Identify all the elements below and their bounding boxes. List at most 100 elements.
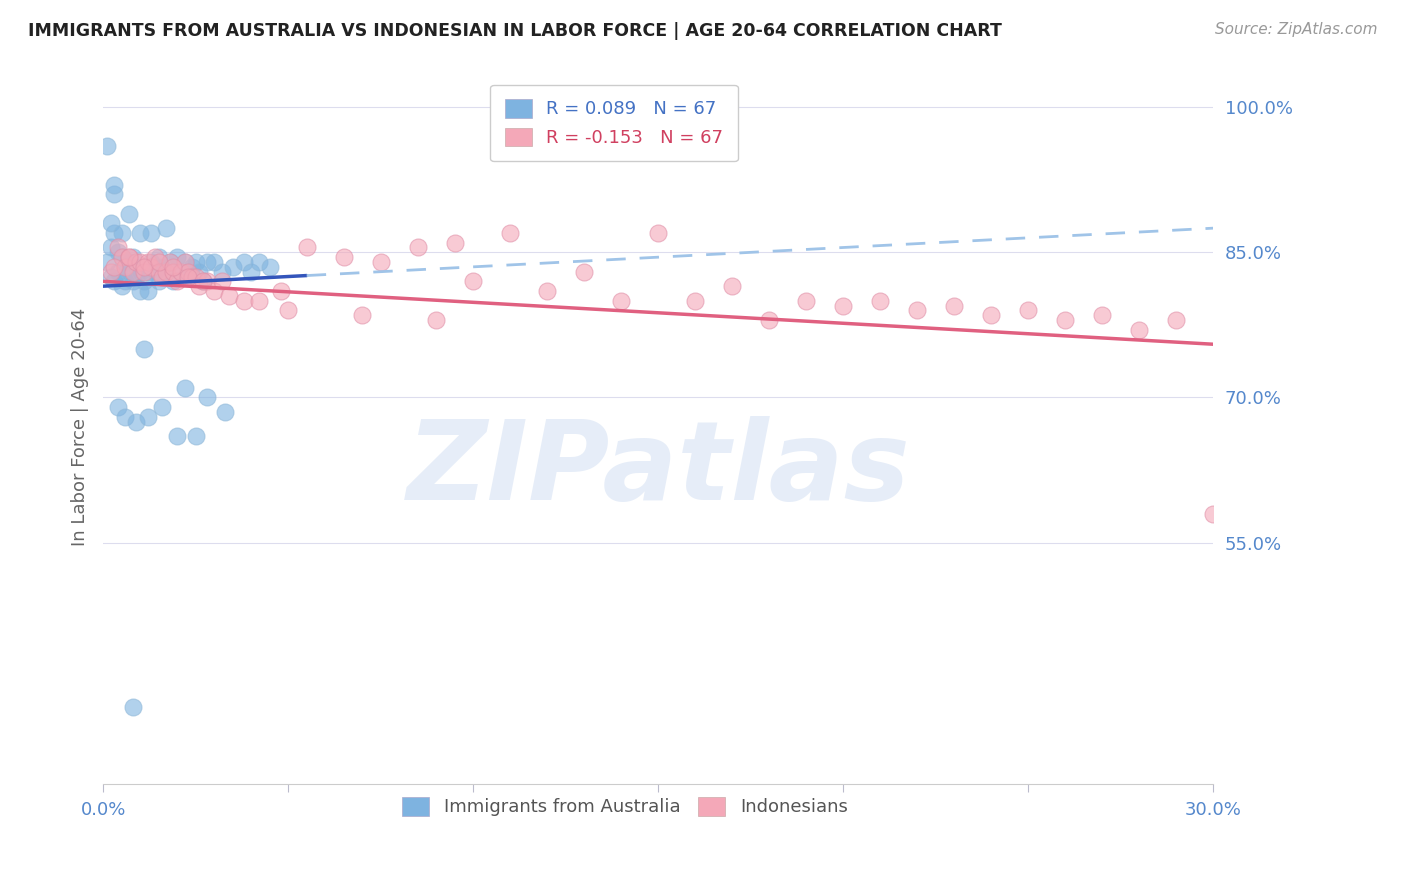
Point (148, 250, 170, 264)
Point (111, 279, 134, 293)
Point (166, 429, 188, 443)
Point (107, 245, 129, 260)
Point (114, 260, 136, 274)
Point (155, 265, 177, 279)
Point (232, 293, 254, 308)
Point (111, 250, 134, 264)
Point (832, 299, 855, 313)
Point (173, 255, 195, 269)
Legend: Immigrants from Australia, Indonesians: Immigrants from Australia, Indonesians (394, 789, 856, 825)
Point (240, 265, 263, 279)
Point (100, 265, 122, 279)
Point (184, 429, 207, 443)
Point (211, 265, 233, 279)
Point (114, 260, 136, 274)
Point (221, 260, 243, 274)
Point (162, 260, 184, 274)
Point (100, 269, 122, 284)
Point (129, 284, 152, 298)
Point (136, 255, 159, 269)
Point (125, 260, 148, 274)
Point (114, 274, 136, 288)
Point (536, 284, 558, 298)
Point (103, 178, 125, 192)
Point (247, 293, 270, 308)
Point (162, 274, 184, 288)
Point (352, 308, 374, 322)
Point (173, 381, 195, 395)
Point (406, 240, 429, 254)
Point (1017, 303, 1039, 318)
Point (141, 226, 163, 240)
Point (332, 250, 354, 264)
Point (129, 255, 152, 269)
Point (1054, 313, 1077, 327)
Point (218, 289, 240, 303)
Point (195, 274, 218, 288)
Y-axis label: In Labor Force | Age 20-64: In Labor Force | Age 20-64 (72, 308, 89, 546)
Point (100, 216, 122, 230)
Point (869, 293, 891, 308)
Point (195, 391, 218, 405)
Point (121, 700, 143, 714)
Point (574, 265, 596, 279)
Point (166, 250, 188, 264)
Point (647, 226, 669, 240)
Point (121, 274, 143, 288)
Point (125, 255, 148, 269)
Point (170, 265, 193, 279)
Point (121, 265, 143, 279)
Point (148, 265, 170, 279)
Point (443, 235, 465, 250)
Point (184, 255, 207, 269)
Point (166, 274, 188, 288)
Point (103, 226, 125, 240)
Point (96, 139, 118, 153)
Point (132, 260, 155, 274)
Point (181, 260, 204, 274)
Point (141, 260, 163, 274)
Point (125, 269, 148, 284)
Point (173, 255, 195, 269)
Point (118, 255, 141, 269)
Point (1166, 313, 1188, 327)
Point (177, 269, 200, 284)
Point (118, 265, 141, 279)
Point (177, 265, 200, 279)
Point (162, 265, 184, 279)
Point (107, 400, 129, 414)
Point (132, 342, 155, 356)
Point (118, 250, 141, 264)
Point (132, 265, 155, 279)
Text: IMMIGRANTS FROM AUSTRALIA VS INDONESIAN IN LABOR FORCE | AGE 20-64 CORRELATION C: IMMIGRANTS FROM AUSTRALIA VS INDONESIAN … (28, 22, 1002, 40)
Point (499, 226, 522, 240)
Point (136, 409, 159, 424)
Point (295, 240, 318, 254)
Point (796, 293, 818, 308)
Point (132, 274, 155, 288)
Point (277, 303, 299, 318)
Point (118, 207, 141, 221)
Point (159, 255, 181, 269)
Point (181, 269, 204, 284)
Point (721, 279, 744, 293)
Point (188, 279, 211, 293)
Point (103, 260, 125, 274)
Point (96, 255, 118, 269)
Point (188, 265, 211, 279)
Point (129, 226, 152, 240)
Point (211, 274, 233, 288)
Point (214, 405, 236, 419)
Point (107, 265, 129, 279)
Point (136, 284, 159, 298)
Point (184, 269, 207, 284)
Point (150, 400, 173, 414)
Point (103, 187, 125, 202)
Point (758, 313, 780, 327)
Point (191, 274, 214, 288)
Point (270, 284, 292, 298)
Point (111, 226, 134, 240)
Point (155, 265, 177, 279)
Point (148, 274, 170, 288)
Text: ZIPatlas: ZIPatlas (406, 416, 910, 523)
